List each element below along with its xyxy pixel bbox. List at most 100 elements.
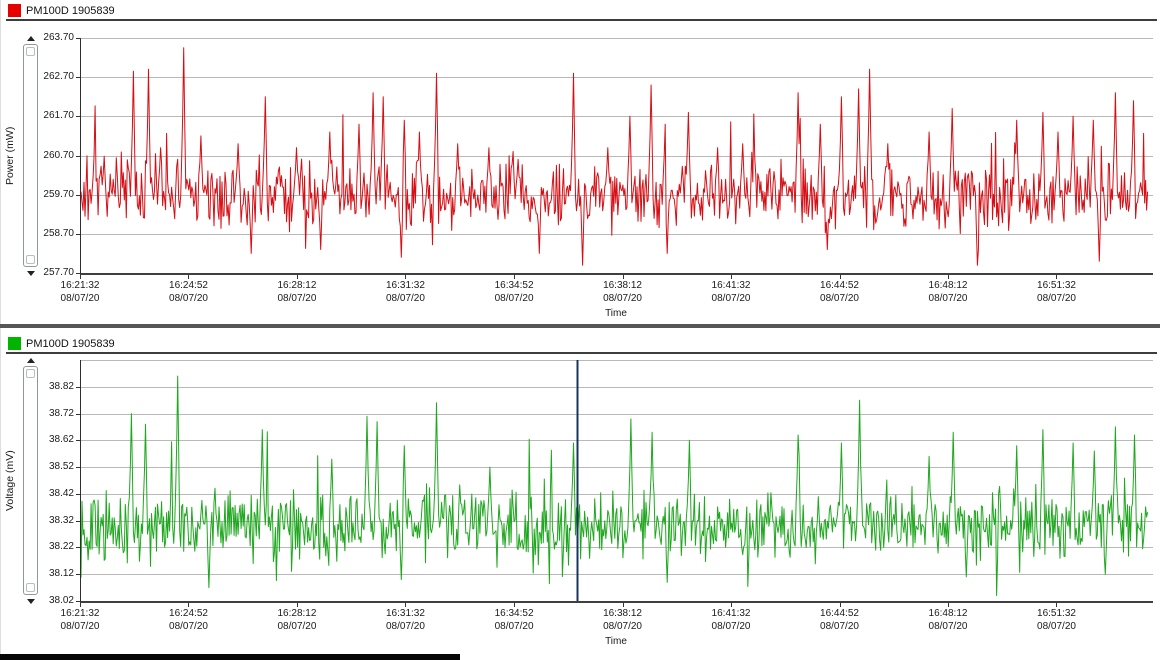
scrollbar-down-arrow[interactable] xyxy=(22,597,39,605)
plot-area-voltage[interactable] xyxy=(80,360,1153,603)
x-axis-title-voltage: Time xyxy=(605,636,627,647)
x-tick-label: 16:44:52 08/07/20 xyxy=(820,280,859,304)
voltage-chart-panel: PM100D 1905839 Voltage (mV) Time 38.82 38… xyxy=(0,333,1160,660)
y-tick-label: 262.70 xyxy=(43,71,74,83)
y-tick-mark xyxy=(76,77,80,79)
x-tick-mark xyxy=(622,275,624,279)
scrollbar-thumb[interactable] xyxy=(23,366,38,595)
y-tick-label: 38.42 xyxy=(48,487,74,499)
legend-separator xyxy=(6,352,1157,354)
y-tick-label: 258.70 xyxy=(43,227,74,239)
y-tick-mark xyxy=(76,273,80,274)
x-tick-mark xyxy=(188,275,190,279)
x-tick-label: 16:44:52 08/07/20 xyxy=(820,608,859,632)
legend-item-power[interactable]: PM100D 1905839 xyxy=(8,3,115,18)
plot-area-power[interactable] xyxy=(80,38,1153,275)
x-tick-mark xyxy=(80,603,81,607)
y-tick-mark xyxy=(76,194,80,196)
y-tick-label: 38.02 xyxy=(48,595,74,606)
scrollbar-grip-top[interactable] xyxy=(26,369,35,378)
y-tick-mark xyxy=(76,116,80,118)
legend-swatch-power xyxy=(8,4,21,17)
y-tick-mark xyxy=(76,440,80,442)
scrollbar-up-arrow[interactable] xyxy=(22,356,39,364)
y-tick-mark xyxy=(76,493,80,495)
y-tick-label: 38.62 xyxy=(48,434,74,446)
x-tick-mark xyxy=(514,603,516,607)
legend-series-label: PM100D 1905839 xyxy=(26,337,115,350)
series-line xyxy=(81,375,1149,596)
triangle-down-icon xyxy=(26,270,35,276)
x-tick-mark xyxy=(731,275,733,279)
scrollbar-thumb[interactable] xyxy=(23,44,38,267)
x-tick-mark xyxy=(947,275,949,279)
y-tick-label: 38.22 xyxy=(48,541,74,553)
y-tick-mark xyxy=(76,413,80,415)
x-tick-mark xyxy=(188,603,190,607)
x-tick-mark xyxy=(839,603,841,607)
y-tick-label: 38.72 xyxy=(48,407,74,419)
y-tick-label: 261.70 xyxy=(43,110,74,122)
x-tick-mark xyxy=(731,603,733,607)
x-tick-label: 16:41:32 08/07/20 xyxy=(711,280,751,304)
x-tick-label: 16:28:12 08/07/20 xyxy=(277,280,317,304)
y-tick-label: 259.70 xyxy=(43,188,74,200)
triangle-up-icon xyxy=(26,357,35,363)
y-tick-label: 38.52 xyxy=(48,461,74,473)
y-tick-label: 38.82 xyxy=(48,380,74,392)
y-axis-scrollbar[interactable] xyxy=(22,34,39,277)
x-tick-label: 16:31:32 08/07/20 xyxy=(385,608,425,632)
y-tick-label: 38.32 xyxy=(48,514,74,526)
x-tick-label: 16:48:12 08/07/20 xyxy=(928,608,968,632)
y-tick-mark xyxy=(76,547,80,549)
x-tick-mark xyxy=(947,603,949,607)
x-tick-label: 16:41:32 08/07/20 xyxy=(711,608,751,632)
x-tick-mark xyxy=(296,275,298,279)
x-tick-label: 16:51:32 08/07/20 xyxy=(1037,280,1076,304)
y-tick-mark xyxy=(76,38,80,39)
x-tick-label: 16:38:12 08/07/20 xyxy=(603,280,642,304)
y-axis-scrollbar[interactable] xyxy=(22,356,39,605)
x-tick-label: 16:31:32 08/07/20 xyxy=(385,280,425,304)
legend-series-label: PM100D 1905839 xyxy=(26,4,115,17)
y-tick-mark xyxy=(76,601,80,602)
triangle-up-icon xyxy=(26,35,35,41)
x-tick-label: 16:28:12 08/07/20 xyxy=(277,608,317,632)
legend-item-voltage[interactable]: PM100D 1905839 xyxy=(8,336,115,351)
x-tick-label: 16:51:32 08/07/20 xyxy=(1037,608,1076,632)
y-tick-mark xyxy=(76,386,80,388)
y-tick-mark xyxy=(76,520,80,522)
x-tick-mark xyxy=(622,603,624,607)
chart-svg xyxy=(81,38,1153,266)
legend-swatch-voltage xyxy=(8,337,21,350)
power-chart-panel: PM100D 1905839 Power (mW) Time 263.70 262… xyxy=(0,0,1160,324)
scrollbar-down-arrow[interactable] xyxy=(22,269,39,277)
y-axis-title-power: Power (mW) xyxy=(4,126,16,185)
x-tick-mark xyxy=(405,603,407,607)
scrollbar-grip-bottom[interactable] xyxy=(26,255,35,264)
y-tick-mark xyxy=(76,574,80,576)
x-tick-mark xyxy=(1056,275,1058,279)
x-tick-mark xyxy=(296,603,298,607)
x-tick-label: 16:21:32 08/07/20 xyxy=(60,608,100,632)
y-tick-mark xyxy=(76,467,80,469)
x-tick-label: 16:24:52 08/07/20 xyxy=(169,280,208,304)
scrollbar-grip-bottom[interactable] xyxy=(26,583,35,592)
scrollbar-up-arrow[interactable] xyxy=(22,34,39,42)
x-tick-label: 16:21:32 08/07/20 xyxy=(60,280,100,304)
y-tick-label: 38.12 xyxy=(48,568,74,580)
x-axis-title-power: Time xyxy=(605,308,627,319)
scrollbar-grip-top[interactable] xyxy=(26,47,35,56)
legend-separator xyxy=(6,19,1157,21)
panel-divider[interactable] xyxy=(0,324,1160,328)
x-tick-label: 16:38:12 08/07/20 xyxy=(603,608,642,632)
x-tick-mark xyxy=(839,275,841,279)
x-tick-mark xyxy=(80,275,81,279)
x-tick-label: 16:48:12 08/07/20 xyxy=(928,280,968,304)
y-tick-mark xyxy=(76,233,80,235)
x-tick-label: 16:24:52 08/07/20 xyxy=(169,608,208,632)
triangle-down-icon xyxy=(26,598,35,604)
bottom-edge-bar xyxy=(0,654,460,660)
y-tick-label: 257.70 xyxy=(43,267,74,278)
x-tick-mark xyxy=(1056,603,1058,607)
